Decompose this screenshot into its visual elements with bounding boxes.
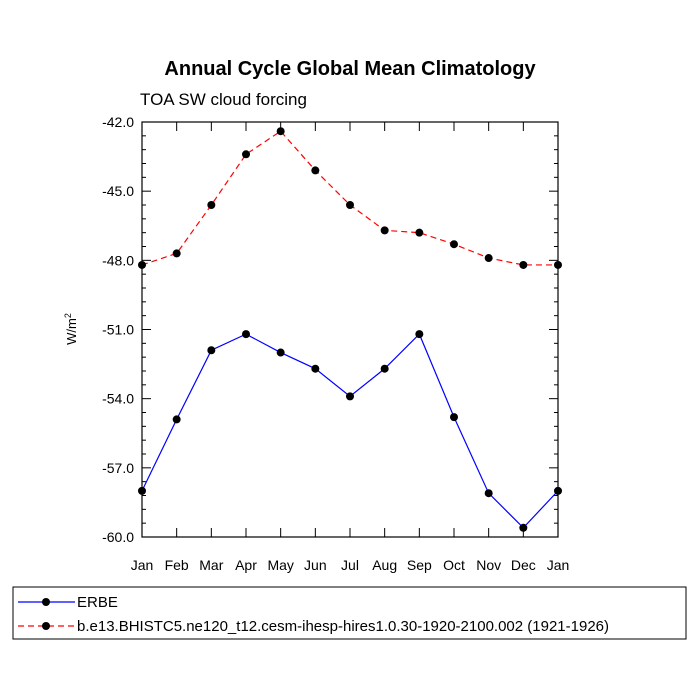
data-point-series-2: [484, 254, 493, 263]
data-point-series-1: [484, 489, 493, 498]
data-point-series-1: [346, 392, 354, 401]
data-point-series-2: [346, 201, 354, 209]
legend-box: [12, 586, 687, 640]
x-tick-label: Mar: [199, 557, 223, 573]
y-tick-label: -57.0: [102, 460, 134, 476]
data-point-series-1: [311, 364, 320, 373]
x-tick-label: Nov: [476, 557, 501, 573]
y-axis-label: W/m2: [63, 313, 79, 345]
x-tick-label: Apr: [235, 557, 257, 573]
plot-frame: [141, 121, 559, 538]
data-point-series-2: [415, 228, 424, 237]
data-point-series-1: [207, 346, 216, 355]
svg-text:W/m2: W/m2: [63, 313, 79, 345]
axis-tick-labels: -42.0 -45.0 -48.0 -51.0 -54.0 -57.0 -60.0 Jan Fe…: [102, 114, 569, 573]
x-tick-label: Jul: [341, 557, 359, 573]
data-point-series-1: [415, 330, 424, 339]
x-tick-label: Feb: [165, 557, 189, 573]
y-axis-label-unit: W/m: [64, 318, 79, 345]
data-point-series-2: [311, 166, 320, 175]
data-point-series-2: [380, 226, 389, 235]
legend-marker-1: [42, 598, 50, 606]
x-tick-label: Aug: [372, 557, 397, 573]
series-line-1: [141, 333, 559, 529]
data-point-series-1: [172, 415, 181, 424]
data-point-series-1: [380, 364, 389, 373]
axis-ticks: [141, 121, 559, 538]
legend-label-1: ERBE: [77, 594, 118, 611]
x-tick-label: Oct: [443, 557, 465, 573]
x-tick-label: Jan: [547, 557, 570, 573]
data-point-series-2: [519, 260, 528, 269]
legend-label-2: b.e13.BHISTC5.ne120_t12.cesm-ihesp-hires…: [77, 618, 609, 635]
chart-subtitle: TOA SW cloud forcing: [140, 90, 307, 109]
legend: ERBE b.e13.BHISTC5.ne120_t12.cesm-ihesp-h…: [12, 586, 687, 640]
x-tick-label: May: [267, 557, 293, 573]
x-tick-label: Jun: [304, 557, 327, 573]
chart-title: Annual Cycle Global Mean Climatology: [164, 58, 536, 80]
data-point-series-1: [242, 330, 250, 339]
y-tick-label: -42.0: [102, 114, 134, 130]
data-point-series-1: [450, 413, 458, 422]
y-tick-label: -60.0: [102, 529, 134, 545]
data-point-series-1: [276, 348, 285, 357]
x-tick-label: Dec: [511, 557, 536, 573]
data-point-series-2: [276, 127, 285, 136]
series-line-2: [141, 130, 558, 266]
data-point-series-2: [242, 150, 250, 159]
legend-marker-2: [42, 622, 50, 630]
y-tick-label: -45.0: [102, 183, 134, 199]
series-layer: [138, 127, 562, 532]
data-point-series-1: [519, 523, 528, 532]
data-point-series-2: [450, 240, 458, 249]
x-tick-label: Jan: [131, 557, 154, 573]
data-point-series-2: [172, 249, 181, 258]
data-point-series-2: [207, 201, 216, 209]
x-tick-label: Sep: [407, 557, 432, 573]
y-tick-label: -51.0: [102, 322, 134, 338]
y-tick-label: -54.0: [102, 391, 134, 407]
y-tick-label: -48.0: [102, 252, 134, 268]
y-axis-label-exponent: 2: [63, 313, 73, 318]
